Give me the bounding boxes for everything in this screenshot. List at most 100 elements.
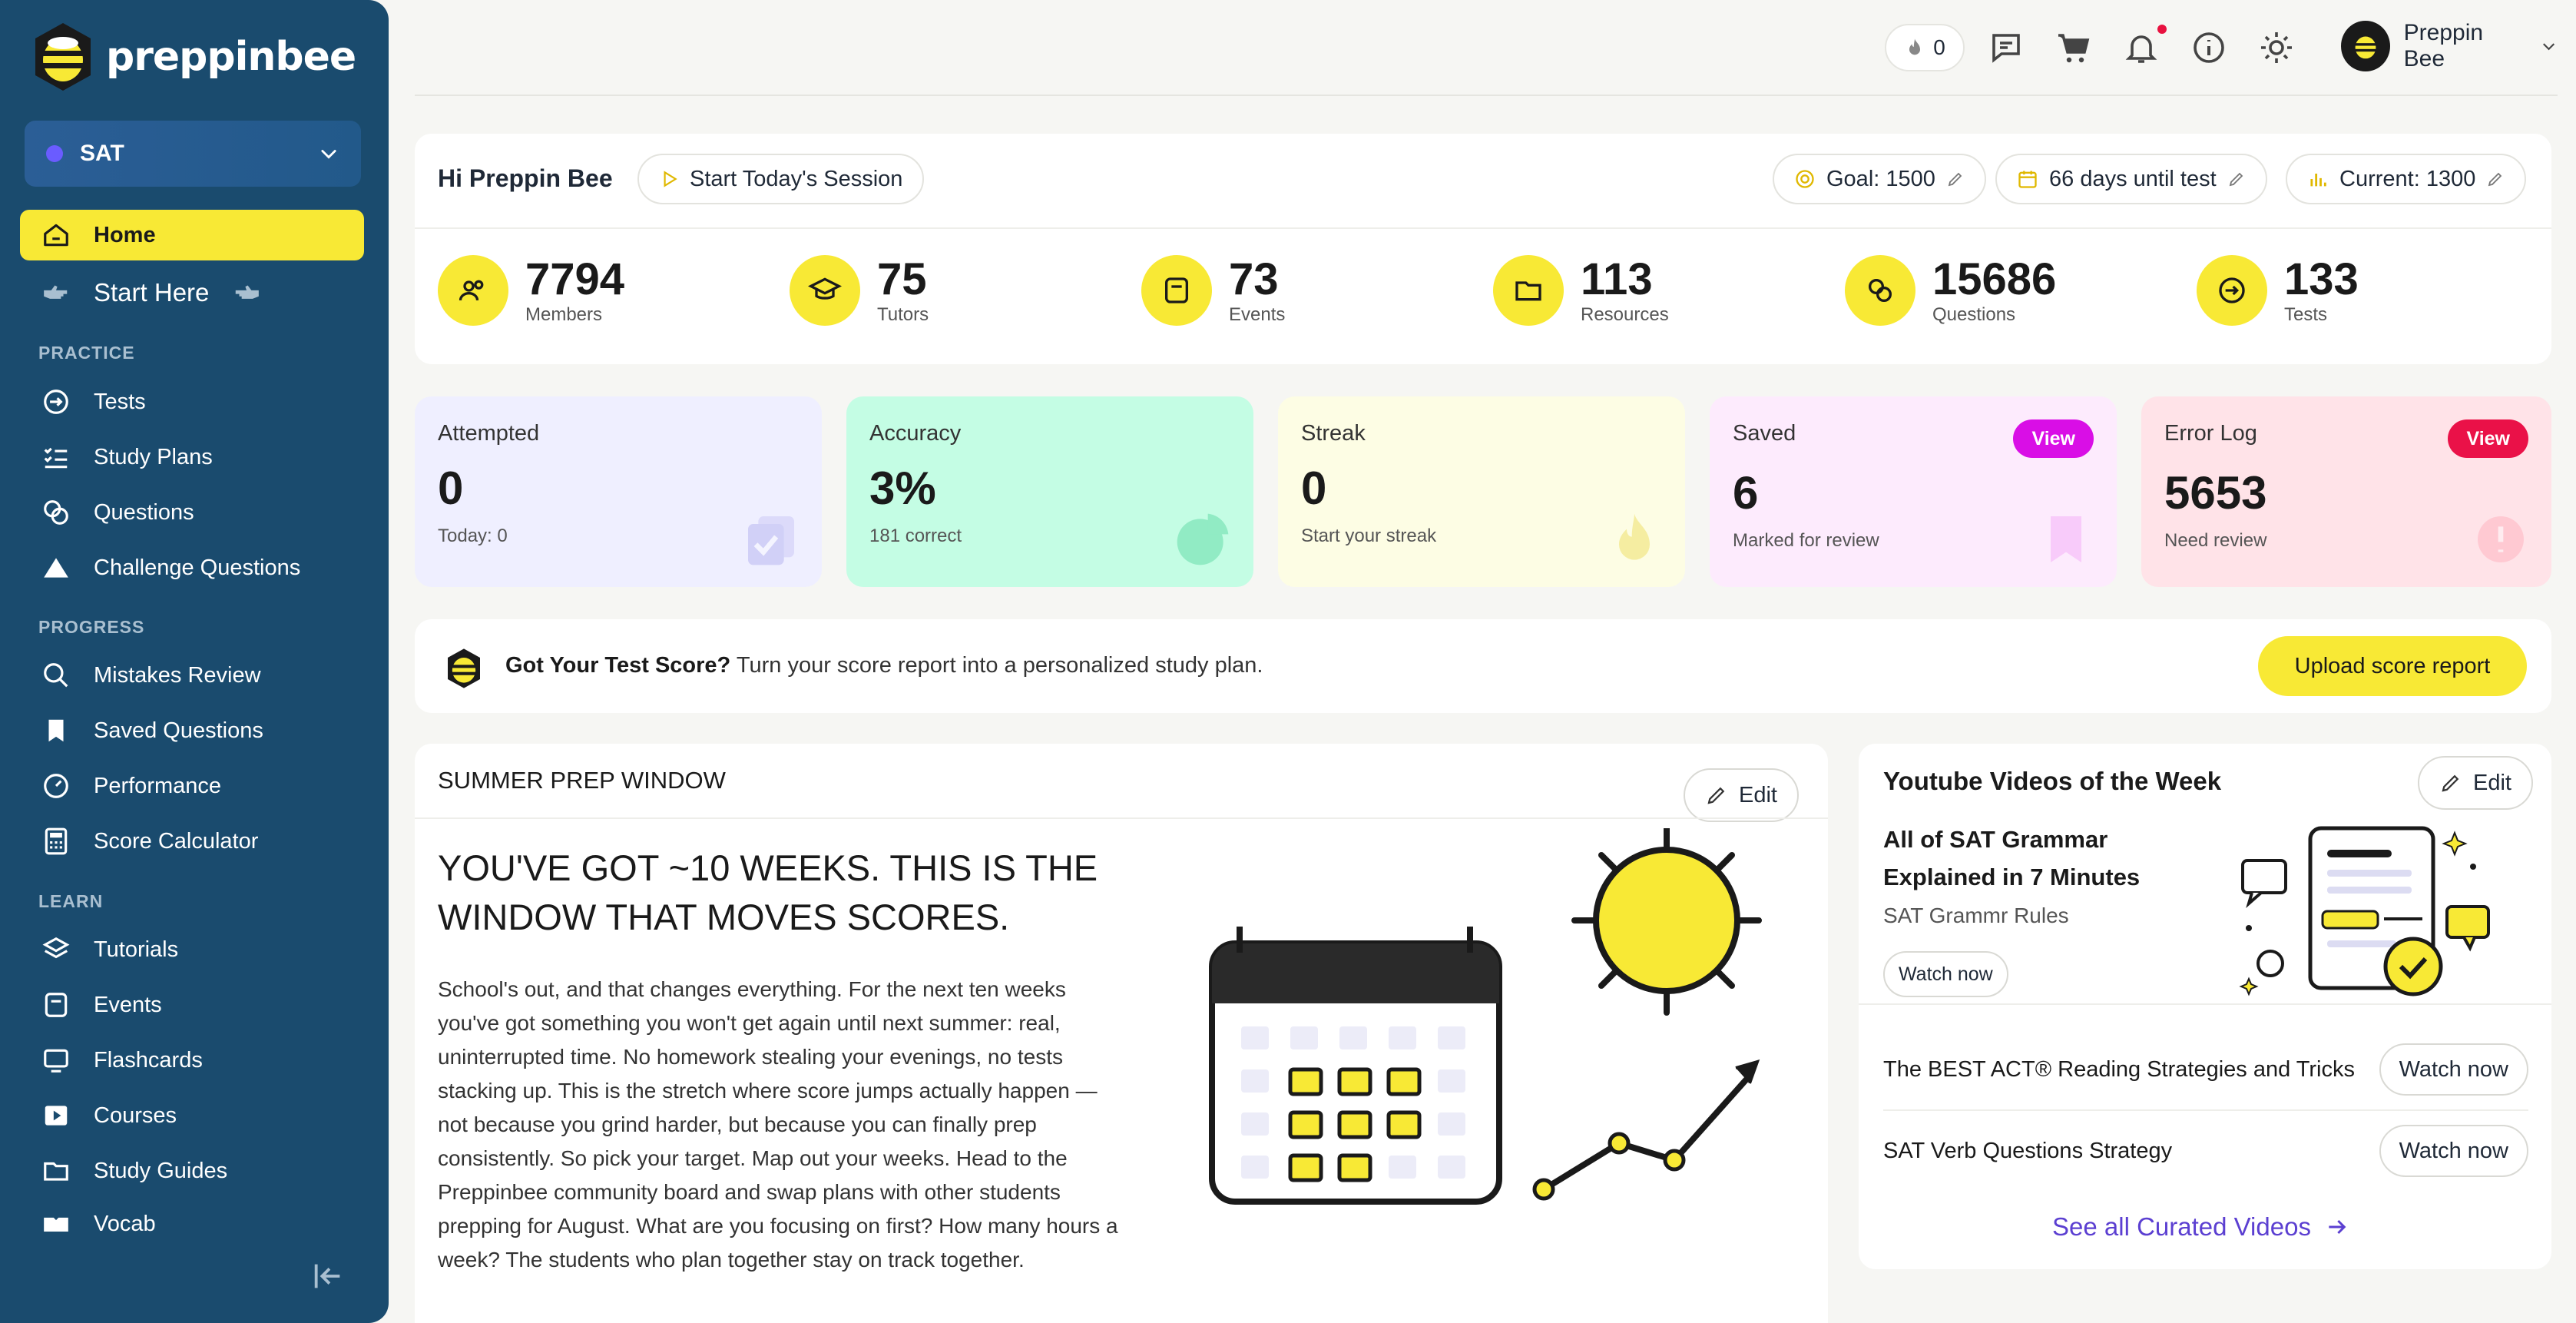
home-icon <box>44 224 68 247</box>
folder-icon <box>44 1162 68 1181</box>
info-icon[interactable] <box>2190 29 2227 66</box>
metric-attempted[interactable]: Attempted 0 Today: 0 <box>415 396 822 587</box>
sidebar-item-mistakes-review[interactable]: Mistakes Review <box>20 650 364 701</box>
metric-title: Attempted <box>438 421 540 446</box>
sun-theme-icon[interactable] <box>2258 29 2295 66</box>
cart-icon[interactable] <box>2055 29 2092 66</box>
sidebar-item-home[interactable]: Home <box>20 210 364 260</box>
monitor-icon <box>44 1049 68 1073</box>
sidebar-item-tests[interactable]: Tests <box>20 376 364 427</box>
sidebar-item-label: Tests <box>94 389 146 414</box>
calendar-icon <box>1141 255 1212 326</box>
sidebar-item-challenge-questions[interactable]: Challenge Questions <box>20 542 364 593</box>
divider <box>415 227 2551 229</box>
bell-icon[interactable] <box>2123 29 2160 66</box>
score-report-banner: Got Your Test Score? Turn your score rep… <box>415 619 2551 713</box>
sidebar-item-study-guides[interactable]: Study Guides <box>20 1146 364 1196</box>
sidebar-item-courses[interactable]: Courses <box>20 1090 364 1141</box>
metric-title: Streak <box>1301 421 1366 446</box>
metric-streak[interactable]: Streak 0 Start your streak <box>1278 396 1685 587</box>
section-progress: PROGRESS <box>38 617 145 637</box>
sidebar-item-questions[interactable]: Questions <box>20 487 364 538</box>
welcome-card: Hi Preppin Bee Start Today's Session Goa… <box>415 134 2551 364</box>
watch-now-button[interactable]: Watch now <box>2379 1043 2528 1096</box>
pencil-icon <box>2229 172 2243 187</box>
stat-label: Tutors <box>877 304 929 325</box>
metric-accuracy[interactable]: Accuracy 3% 181 correct <box>846 396 1253 587</box>
graduation-cap-icon <box>790 255 860 326</box>
exam-selector[interactable]: SAT <box>25 121 361 187</box>
arrow-circle-icon <box>2197 255 2267 326</box>
stat-value: 113 <box>1581 254 1653 304</box>
sidebar-item-label: Study Plans <box>94 444 213 469</box>
pointing-hand-left-icon <box>236 285 260 299</box>
pointing-hand-icon <box>44 285 68 299</box>
stat-value: 133 <box>2284 254 2359 304</box>
featured-watch-now-button[interactable]: Watch now <box>1883 951 2008 997</box>
collapse-sidebar-icon[interactable] <box>310 1258 346 1294</box>
divider <box>1883 1109 2528 1111</box>
book-open-icon <box>44 1217 68 1232</box>
metric-value: 0 <box>1301 463 1327 514</box>
sidebar-item-start-here[interactable]: Start Here <box>20 267 364 318</box>
youtube-edit-button[interactable]: Edit <box>2418 756 2533 810</box>
video-title[interactable]: The BEST ACT® Reading Strategies and Tri… <box>1883 1056 2355 1082</box>
featured-video-subtitle: SAT Grammr Rules <box>1883 904 2069 927</box>
start-session-button[interactable]: Start Today's Session <box>637 154 925 204</box>
upload-score-report-button[interactable]: Upload score report <box>2258 636 2527 696</box>
metric-sub: Marked for review <box>1733 530 1879 551</box>
see-all-videos-link[interactable]: See all Curated Videos <box>2052 1212 2349 1242</box>
sidebar-item-performance[interactable]: Performance <box>20 761 364 811</box>
summer-prep-card: SUMMER PREP WINDOW Edit YOU'VE GOT ~10 W… <box>415 744 1828 1323</box>
play-video-icon <box>45 1106 68 1126</box>
sidebar-item-label: Mistakes Review <box>94 662 261 688</box>
document-checklist-illustration <box>2239 826 2490 996</box>
profile-menu[interactable]: Preppin Bee <box>2341 20 2558 72</box>
goal-button[interactable]: Goal: 1500 <box>1773 154 1986 204</box>
sidebar-item-label: Vocab <box>94 1212 156 1232</box>
exam-label: SAT <box>80 141 124 166</box>
sidebar-item-tutorials[interactable]: Tutorials <box>20 924 364 975</box>
current-score-label: Current: 1300 <box>2339 166 2476 191</box>
card-header: SUMMER PREP WINDOW <box>438 767 726 794</box>
sidebar-item-score-calculator[interactable]: Score Calculator <box>20 816 364 867</box>
test-date-button[interactable]: 66 days until test <box>1995 154 2267 204</box>
error-log-view-button[interactable]: View <box>2448 419 2528 458</box>
video-row: SAT Verb Questions Strategy Watch now <box>1883 1125 2528 1177</box>
folder-icon <box>1493 255 1564 326</box>
sidebar-item-study-plans[interactable]: Study Plans <box>20 432 364 482</box>
sidebar-item-label: Home <box>94 222 156 247</box>
logo[interactable]: preppinbee <box>31 20 356 94</box>
bee-avatar-icon <box>2355 36 2376 59</box>
sidebar-item-events[interactable]: Events <box>20 980 364 1030</box>
sidebar-item-saved-questions[interactable]: Saved Questions <box>20 705 364 756</box>
sidebar-item-label: Challenge Questions <box>94 555 301 580</box>
sidebar-item-label: Study Guides <box>94 1158 228 1183</box>
featured-video-title[interactable]: All of SAT Grammar Explained in 7 Minute… <box>1883 826 2141 890</box>
sidebar-item-flashcards[interactable]: Flashcards <box>20 1035 364 1086</box>
sidebar-item-label: Saved Questions <box>94 718 263 743</box>
current-score-button[interactable]: Current: 1300 <box>2286 154 2527 204</box>
questions-icon <box>44 500 68 525</box>
goal-label: Goal: 1500 <box>1826 166 1935 191</box>
watch-now-button[interactable]: Watch now <box>2379 1125 2528 1177</box>
chat-icon[interactable] <box>1988 29 2025 66</box>
chevron-down-icon <box>321 150 336 159</box>
user-name: Preppin Bee <box>2403 20 2484 71</box>
prep-edit-button[interactable]: Edit <box>1684 768 1799 822</box>
video-title[interactable]: SAT Verb Questions Strategy <box>1883 1138 2173 1163</box>
stat-tutors: 75 Tutors <box>790 255 929 326</box>
section-practice: PRACTICE <box>38 343 135 363</box>
days-until-test-label: 66 days until test <box>2049 166 2217 191</box>
sidebar-item-vocab[interactable]: Vocab <box>20 1201 364 1232</box>
stat-label: Questions <box>1932 304 2016 325</box>
streak-counter[interactable]: 0 <box>1885 24 1965 71</box>
flame-icon <box>1909 38 1921 55</box>
saved-view-button[interactable]: View <box>2013 419 2094 458</box>
metric-error-log[interactable]: Error Log View 5653 Need review <box>2141 396 2551 587</box>
calendar-icon <box>2018 171 2037 188</box>
metric-saved[interactable]: Saved View 6 Marked for review <box>1710 396 2117 587</box>
sidebar-item-label: Performance <box>94 773 222 798</box>
questions-icon <box>1845 255 1915 326</box>
stat-value: 75 <box>877 254 927 304</box>
